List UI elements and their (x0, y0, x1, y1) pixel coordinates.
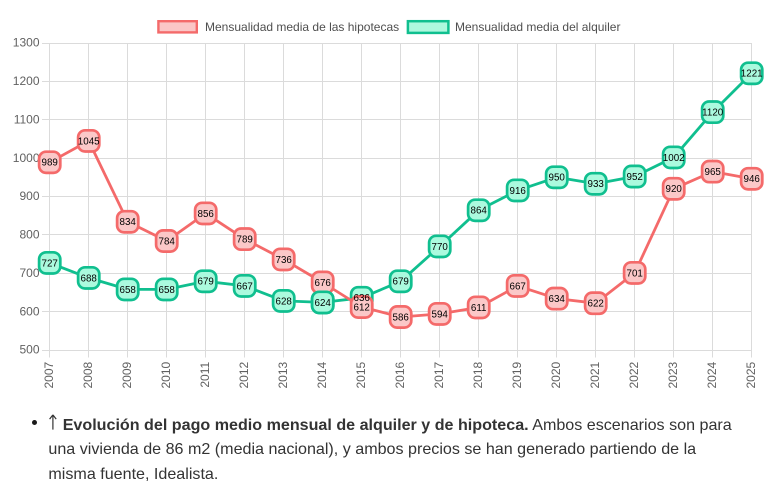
svg-text:770: 770 (432, 242, 449, 253)
svg-text:700: 700 (19, 266, 39, 280)
svg-text:2023: 2023 (666, 361, 680, 388)
svg-text:2016: 2016 (393, 361, 407, 388)
svg-text:2012: 2012 (237, 361, 251, 388)
svg-text:634: 634 (549, 294, 566, 305)
svg-text:2019: 2019 (510, 361, 524, 388)
svg-text:933: 933 (588, 179, 605, 190)
svg-text:667: 667 (237, 281, 253, 292)
svg-text:920: 920 (666, 184, 683, 195)
svg-text:800: 800 (19, 228, 39, 242)
svg-text:2009: 2009 (120, 361, 134, 388)
svg-text:1221: 1221 (741, 69, 763, 80)
svg-text:834: 834 (120, 217, 137, 228)
svg-text:2014: 2014 (315, 361, 329, 388)
svg-text:2010: 2010 (159, 361, 173, 388)
svg-text:2025: 2025 (744, 361, 758, 388)
svg-text:2021: 2021 (588, 361, 602, 388)
svg-text:736: 736 (276, 255, 293, 266)
svg-text:701: 701 (627, 268, 643, 279)
svg-text:586: 586 (393, 312, 410, 323)
svg-text:658: 658 (159, 285, 176, 296)
svg-text:688: 688 (81, 273, 98, 284)
svg-text:2017: 2017 (432, 361, 446, 388)
svg-text:2013: 2013 (276, 361, 290, 388)
svg-text:916: 916 (510, 186, 527, 197)
svg-text:950: 950 (549, 173, 566, 184)
svg-text:679: 679 (198, 277, 214, 288)
svg-text:864: 864 (471, 206, 488, 217)
svg-text:2007: 2007 (42, 361, 56, 388)
svg-text:946: 946 (744, 174, 761, 185)
svg-text:600: 600 (19, 304, 39, 318)
svg-text:1002: 1002 (663, 153, 685, 164)
svg-text:784: 784 (159, 236, 176, 247)
svg-text:622: 622 (588, 299, 604, 310)
svg-text:612: 612 (354, 302, 370, 313)
svg-text:1000: 1000 (13, 151, 40, 165)
svg-text:667: 667 (510, 281, 526, 292)
svg-text:624: 624 (315, 298, 332, 309)
svg-text:2024: 2024 (705, 361, 719, 388)
svg-text:679: 679 (393, 277, 409, 288)
svg-text:2018: 2018 (471, 361, 485, 388)
svg-text:628: 628 (276, 296, 293, 307)
svg-text:594: 594 (432, 309, 449, 320)
svg-text:1120: 1120 (702, 108, 724, 119)
svg-text:500: 500 (19, 343, 39, 357)
svg-text:965: 965 (705, 167, 722, 178)
svg-text:2015: 2015 (354, 361, 368, 388)
svg-text:900: 900 (19, 189, 39, 203)
svg-text:856: 856 (198, 209, 215, 220)
svg-text:1200: 1200 (13, 74, 40, 88)
svg-text:2020: 2020 (549, 361, 563, 388)
svg-text:Mensualidad media del alquiler: Mensualidad media del alquiler (455, 20, 620, 34)
svg-text:636: 636 (354, 293, 371, 304)
svg-text:Mensualidad media de las hipot: Mensualidad media de las hipotecas (205, 20, 399, 34)
svg-text:676: 676 (315, 278, 332, 289)
svg-text:1100: 1100 (14, 113, 40, 127)
svg-text:789: 789 (237, 235, 253, 246)
svg-text:989: 989 (42, 158, 58, 169)
svg-text:1045: 1045 (78, 136, 100, 147)
svg-text:2008: 2008 (81, 361, 95, 388)
svg-text:952: 952 (627, 172, 643, 183)
svg-text:1300: 1300 (13, 36, 40, 50)
svg-text:2011: 2011 (198, 361, 212, 387)
svg-text:658: 658 (120, 285, 137, 296)
svg-text:727: 727 (42, 258, 58, 269)
svg-text:611: 611 (471, 303, 487, 314)
svg-text:2022: 2022 (627, 361, 641, 388)
